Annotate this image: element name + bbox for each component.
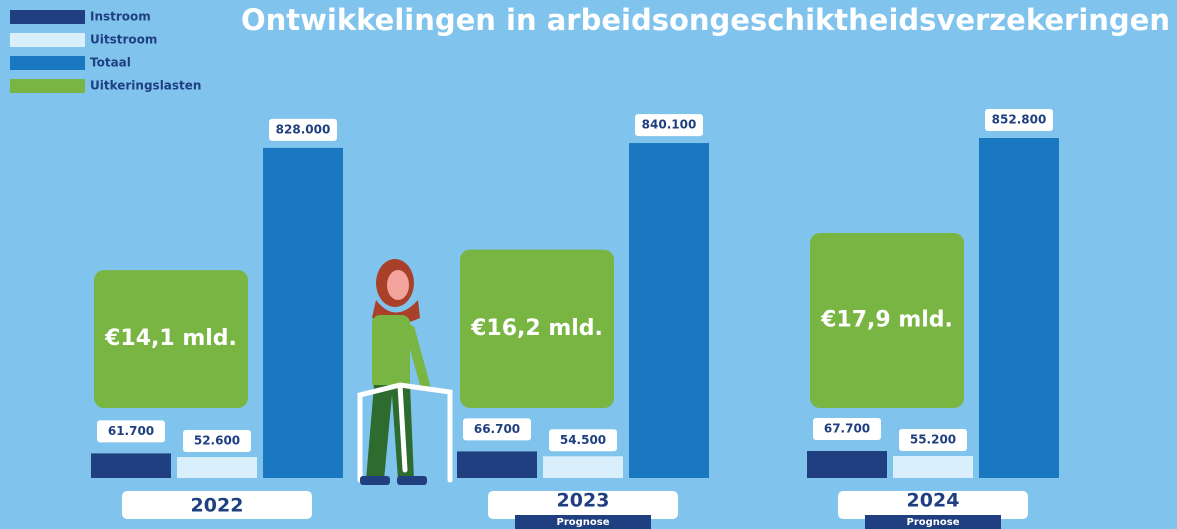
legend-label: Uitstroom <box>90 33 157 47</box>
cost-label: €14,1 mld. <box>104 326 237 351</box>
face <box>387 270 409 300</box>
bar <box>263 148 343 478</box>
legend-swatch <box>10 79 85 93</box>
value-label: 67.700 <box>824 422 870 436</box>
legend-swatch <box>10 10 85 24</box>
x-tick-label: 2022 <box>191 495 244 517</box>
legend-label: Totaal <box>90 56 131 70</box>
page: {"chart_data": {"type": "bar", "title": … <box>0 0 1177 529</box>
chart-title: Ontwikkelingen in arbeidsongeschiktheids… <box>241 3 1170 37</box>
shoe <box>397 476 427 485</box>
x-tick-label: 2023 <box>557 490 610 512</box>
bar <box>543 456 623 478</box>
value-label: 54.500 <box>560 433 606 447</box>
cost-label: €17,9 mld. <box>820 308 953 333</box>
bar <box>979 138 1059 478</box>
value-label: 55.200 <box>910 432 956 446</box>
bar <box>177 457 257 478</box>
bar <box>457 451 537 478</box>
value-label: 840.100 <box>642 118 697 132</box>
bar <box>893 456 973 478</box>
value-label: 52.600 <box>194 434 240 448</box>
body <box>372 315 410 390</box>
bar <box>629 143 709 478</box>
value-label: 66.700 <box>474 422 520 436</box>
category-note: Prognose <box>906 517 959 528</box>
x-tick-label: 2024 <box>907 490 960 512</box>
value-label: 61.700 <box>108 424 154 438</box>
shoe <box>360 476 390 485</box>
legend-swatch <box>10 56 85 70</box>
value-label: 852.800 <box>992 113 1047 127</box>
bar <box>807 451 887 478</box>
cost-label: €16,2 mld. <box>470 316 603 341</box>
legend-label: Instroom <box>90 10 151 24</box>
chart: Ontwikkelingen in arbeidsongeschiktheids… <box>0 0 1177 529</box>
category-note: Prognose <box>556 517 609 528</box>
legend-label: Uitkeringslasten <box>90 79 201 93</box>
bar <box>91 453 171 478</box>
value-label: 828.000 <box>276 122 331 136</box>
legend-swatch <box>10 33 85 47</box>
